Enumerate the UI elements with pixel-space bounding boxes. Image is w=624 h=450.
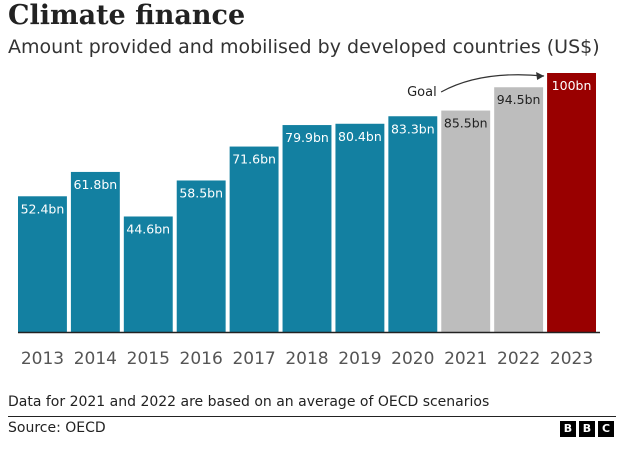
bbc-logo: B B C (560, 421, 614, 437)
goal-annotation-arrow (440, 74, 545, 93)
x-tick-label: 2018 (285, 349, 328, 369)
x-tick-label: 2020 (391, 349, 434, 369)
source-text: Source: OECD (8, 420, 106, 436)
chart-subtitle: Amount provided and mobilised by develop… (8, 36, 600, 58)
bar-value-label: 85.5bn (444, 116, 488, 131)
x-tick-label: 2023 (550, 349, 593, 369)
bbc-logo-letter: B (560, 421, 576, 437)
x-tick-label: 2019 (338, 349, 381, 369)
bar-value-label: 79.9bn (285, 130, 329, 145)
bbc-logo-letter: C (598, 421, 614, 437)
bar-value-label: 58.5bn (179, 185, 223, 200)
bar-value-label: 44.6bn (126, 221, 170, 236)
bar (176, 180, 226, 332)
chart-title: Climate finance (8, 0, 246, 31)
bar-chart: 52.4bn 61.8bn 44.6bn 58.5bn 71.6bn 79.9bn 80.4… (18, 72, 600, 369)
bar (441, 110, 491, 333)
bar (282, 125, 332, 333)
bar (494, 87, 544, 333)
x-tick-label: 2022 (497, 349, 540, 369)
goal-annotation-label: Goal (407, 85, 437, 100)
x-tick-label: 2021 (444, 349, 487, 369)
bar-value-label: 61.8bn (74, 177, 118, 192)
footnote: Data for 2021 and 2022 are based on an a… (8, 394, 490, 410)
bar (335, 123, 385, 332)
bar-value-label: 71.6bn (232, 152, 276, 167)
bar (123, 216, 173, 332)
bar (18, 196, 67, 332)
x-tick-label: 2017 (232, 349, 275, 369)
x-tick-label: 2015 (127, 349, 170, 369)
bar-value-label: 94.5bn (497, 92, 541, 107)
bar (229, 146, 279, 332)
bar-value-label: 52.4bn (21, 201, 65, 216)
x-tick-label: 2014 (74, 349, 117, 369)
bar-value-label: 100bn (552, 78, 592, 93)
bar-value-label: 80.4bn (338, 129, 382, 144)
bar (388, 116, 438, 333)
goal-arrowhead (536, 72, 545, 80)
footer-divider (8, 416, 616, 417)
bar (70, 171, 120, 332)
bar-value-label: 83.3bn (391, 121, 435, 136)
x-tick-label: 2013 (21, 349, 64, 369)
x-tick-label: 2016 (180, 349, 223, 369)
bar (547, 73, 596, 332)
bbc-logo-letter: B (579, 421, 595, 437)
